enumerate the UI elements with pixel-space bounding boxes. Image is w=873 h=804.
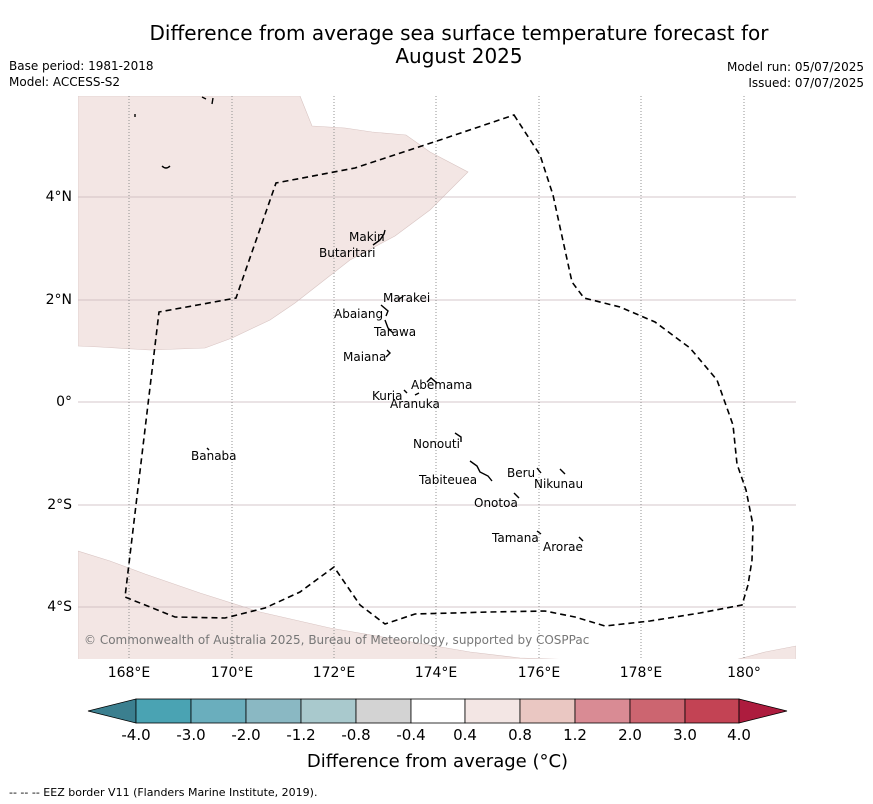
colorbar-tick: -1.2	[286, 726, 316, 744]
title-line-2: August 2025	[395, 44, 523, 68]
island-kuria	[403, 389, 408, 394]
island-nikunau	[559, 468, 566, 475]
colorbar-low-arrow	[87, 698, 137, 724]
title-line-1: Difference from average sea surface temp…	[149, 21, 769, 45]
place-label: Beru	[507, 466, 535, 480]
place-label: Makin	[349, 230, 385, 244]
lon-label-172e: 172°E	[312, 665, 356, 681]
place-label: Abaiang	[334, 307, 383, 321]
map-title: Difference from average sea surface temp…	[95, 22, 823, 68]
colorbar-segment	[519, 698, 576, 724]
anomaly-region-south	[78, 550, 560, 659]
place-label: Nikunau	[534, 477, 583, 491]
place-label: Tabiteuea	[418, 473, 477, 487]
colorbar	[87, 698, 788, 724]
colorbar-tick: 0.8	[508, 726, 532, 744]
place-label: Abemama	[411, 378, 472, 392]
lon-label-174e: 174°E	[414, 665, 458, 681]
colorbar-segment	[355, 698, 412, 724]
eez-footnote: -- -- -- EEZ border V11 (Flanders Marine…	[9, 786, 318, 799]
colorbar-tick: -0.8	[341, 726, 371, 744]
islands	[134, 96, 584, 542]
colorbar-segment	[135, 698, 192, 724]
colorbar-tick: 4.0	[727, 726, 751, 744]
colorbar-segment	[245, 698, 302, 724]
island-banaba	[206, 447, 210, 451]
place-label: Maiana	[343, 350, 386, 364]
island-aranuka	[414, 392, 420, 396]
lon-label-170e: 170°E	[210, 665, 254, 681]
island-arorae	[578, 536, 584, 542]
place-label: Arorae	[543, 540, 583, 554]
lat-label-4s: 4°S	[47, 599, 72, 615]
colorbar-tick: 0.4	[453, 726, 477, 744]
colorbar-tick: -2.0	[231, 726, 261, 744]
place-label: Marakei	[383, 291, 430, 305]
island-abaiang	[380, 304, 389, 317]
place-labels: Makin Butaritari Marakei Abaiang Tarawa …	[191, 230, 583, 554]
model-name: Model: ACCESS-S2	[9, 75, 121, 89]
issued-date: Issued: 07/07/2025	[748, 76, 864, 90]
island-mark	[201, 96, 207, 100]
colorbar-tick: 1.2	[563, 726, 587, 744]
colorbar-segment	[300, 698, 357, 724]
island-tabiteuea	[469, 460, 493, 482]
island-tarawa	[384, 319, 394, 334]
colorbar-segment	[464, 698, 521, 724]
island-tamana	[536, 530, 542, 535]
place-label: Aranuka	[390, 397, 440, 411]
meta-left: Base period: 1981-2018 Model: ACCESS-S2	[9, 58, 154, 90]
lat-label-2n: 2°N	[45, 292, 72, 308]
place-label: Nonouti	[413, 437, 460, 451]
lon-label-180: 180°	[727, 665, 761, 681]
island-beru	[536, 467, 542, 474]
island-makin-butaritari	[372, 229, 386, 246]
lat-label-2s: 2°S	[47, 497, 72, 513]
colorbar-tick: -3.0	[176, 726, 206, 744]
eez-border	[124, 114, 754, 627]
colorbar-segment	[629, 698, 686, 724]
colorbar-segment	[190, 698, 247, 724]
latitude-gridlines	[78, 196, 796, 608]
copyright-notice: © Commonwealth of Australia 2025, Bureau…	[84, 633, 589, 647]
colorbar-high-arrow	[738, 698, 788, 724]
island-onotoa	[513, 492, 520, 499]
base-period: Base period: 1981-2018	[9, 59, 154, 73]
lat-label-0: 0°	[56, 394, 72, 410]
colorbar-segment	[410, 698, 466, 724]
place-label: Tarawa	[373, 325, 416, 339]
map-plot-area: Makin Butaritari Marakei Abaiang Tarawa …	[78, 96, 796, 659]
anomaly-region-north	[78, 96, 469, 351]
place-label: Banaba	[191, 449, 237, 463]
island-mark	[211, 97, 214, 105]
lat-label-4n: 4°N	[45, 189, 72, 205]
colorbar-tick: 2.0	[618, 726, 642, 744]
place-label: Onotoa	[474, 496, 518, 510]
colorbar-tick: 3.0	[673, 726, 697, 744]
lon-label-176e: 176°E	[517, 665, 561, 681]
island-nonouti	[454, 432, 462, 442]
anomaly-region-southeast	[737, 645, 796, 659]
island-marakei	[397, 296, 403, 301]
colorbar-tick: -0.4	[396, 726, 426, 744]
place-label: Tamana	[491, 531, 539, 545]
colorbar-segment	[574, 698, 631, 724]
place-label: Kuria	[372, 389, 403, 403]
island-abemama	[426, 377, 438, 384]
lon-label-178e: 178°E	[619, 665, 663, 681]
island-mark	[161, 165, 171, 169]
lon-label-168e: 168°E	[107, 665, 151, 681]
meta-right: Model run: 05/07/2025 Issued: 07/07/2025	[727, 59, 864, 91]
place-label: Butaritari	[319, 246, 376, 260]
colorbar-label: Difference from average (°C)	[306, 751, 569, 772]
colorbar-tick: -4.0	[121, 726, 151, 744]
model-run: Model run: 05/07/2025	[726, 60, 864, 74]
longitude-gridlines	[128, 96, 745, 659]
colorbar-segment	[684, 698, 740, 724]
island-maiana	[385, 349, 391, 358]
